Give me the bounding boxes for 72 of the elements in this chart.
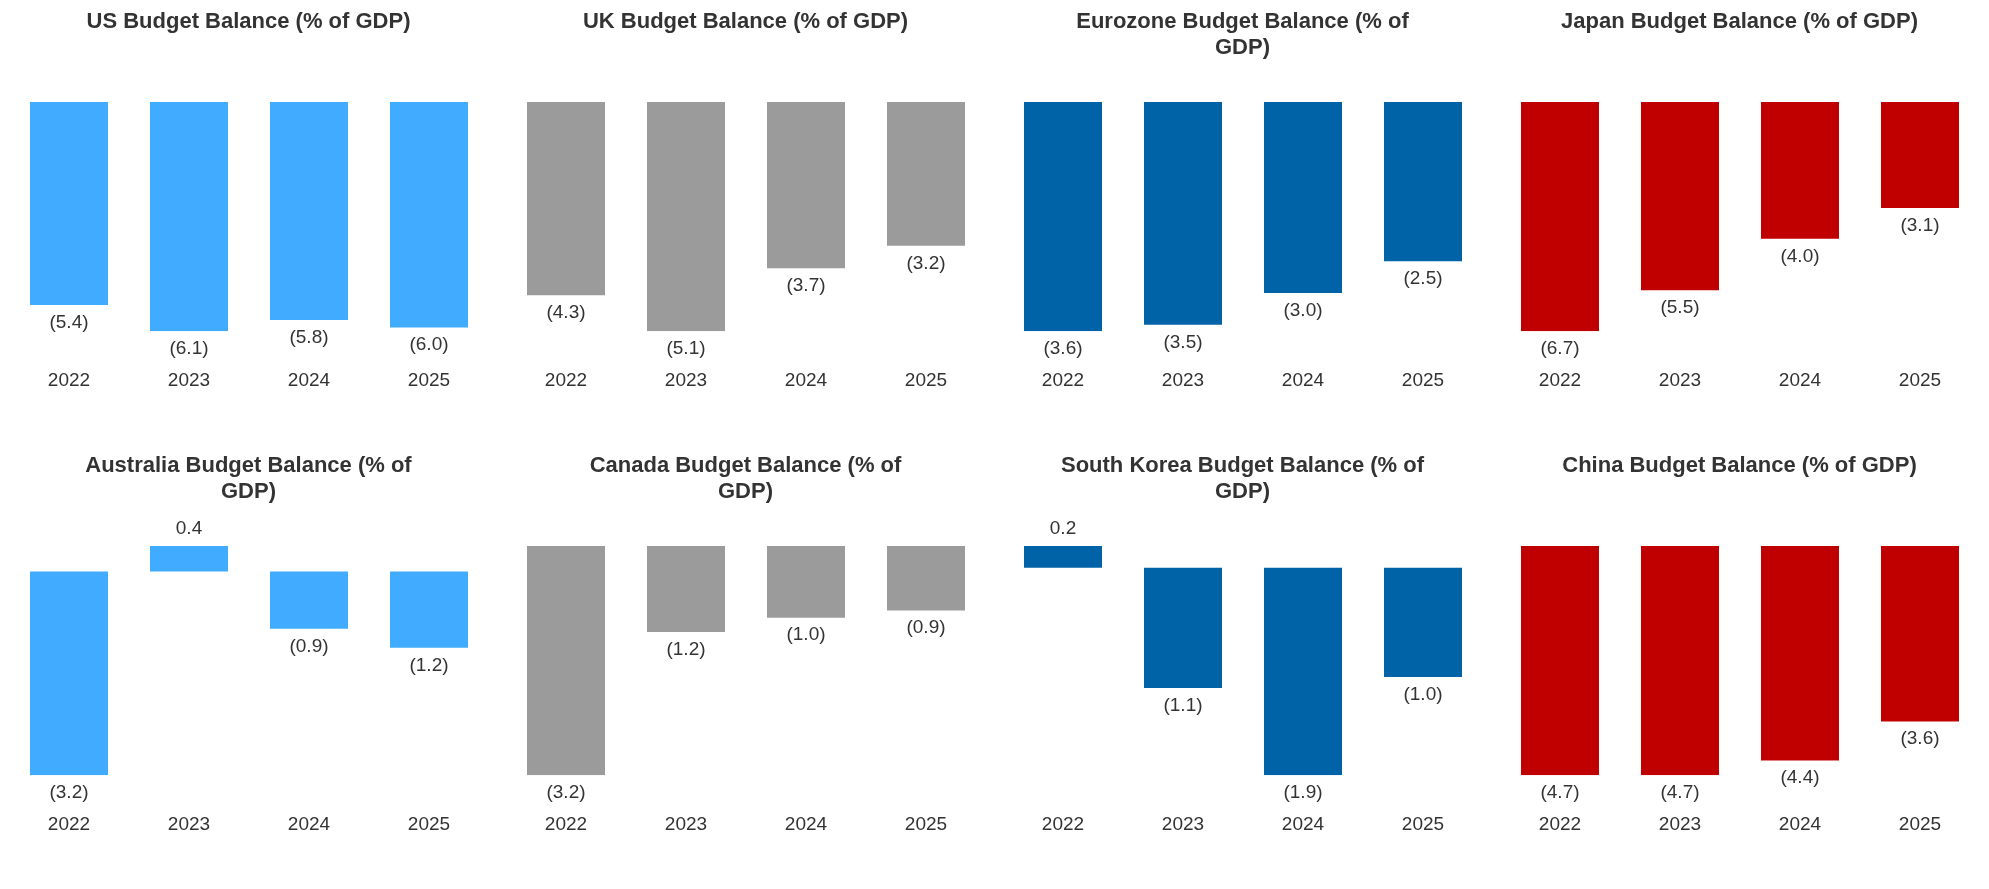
data-label: (3.6) xyxy=(1899,727,1940,749)
x-tick-label: 2023 xyxy=(1161,812,1204,834)
x-tick-label: 2023 xyxy=(664,812,707,834)
x-tick-label: 2023 xyxy=(167,812,210,834)
x-tick-label: 2024 xyxy=(784,812,828,834)
x-tick-label: 2025 xyxy=(1898,812,1941,834)
data-label: (4.0) xyxy=(1779,244,1820,266)
data-label: (4.7) xyxy=(1659,780,1700,802)
x-tick-label: 2025 xyxy=(904,368,947,390)
x-tick-label: 2022 xyxy=(544,368,587,390)
chart-title: Canada Budget Balance (% of GDP) xyxy=(588,451,903,505)
x-tick-label: 2025 xyxy=(1898,368,1941,390)
data-label: (4.7) xyxy=(1539,780,1580,802)
chart-title: South Korea Budget Balance (% of GDP) xyxy=(1059,451,1425,505)
chart-title: US Budget Balance (% of GDP) xyxy=(86,7,411,35)
data-label: (3.5) xyxy=(1162,330,1203,352)
x-tick-label: 2023 xyxy=(1161,368,1204,390)
chart-title: UK Budget Balance (% of GDP) xyxy=(582,7,909,35)
x-tick-label: 2024 xyxy=(784,368,828,390)
data-label: (5.5) xyxy=(1659,295,1700,317)
data-label: (1.1) xyxy=(1162,693,1203,715)
x-tick-label: 2024 xyxy=(1281,812,1325,834)
data-label: 0.4 xyxy=(175,516,203,538)
x-tick-label: 2024 xyxy=(1778,368,1822,390)
x-tick-label: 2025 xyxy=(1401,812,1444,834)
x-tick-label: 2023 xyxy=(1658,368,1701,390)
data-label: (1.2) xyxy=(408,653,449,675)
x-tick-label: 2024 xyxy=(287,812,331,834)
x-tick-label: 2025 xyxy=(407,368,450,390)
x-tick-label: 2022 xyxy=(1538,368,1581,390)
data-label: (1.0) xyxy=(785,623,826,645)
data-label: (2.5) xyxy=(1402,266,1443,288)
data-label: (0.9) xyxy=(905,616,946,638)
x-tick-label: 2025 xyxy=(1401,368,1444,390)
data-label: (4.3) xyxy=(545,300,586,322)
data-label: (1.9) xyxy=(1282,780,1323,802)
data-label: (3.1) xyxy=(1899,213,1940,235)
chart-title: Eurozone Budget Balance (% of GDP) xyxy=(1075,7,1410,61)
x-tick-label: 2022 xyxy=(1041,368,1084,390)
data-label: 0.2 xyxy=(1049,516,1076,538)
x-tick-label: 2025 xyxy=(407,812,450,834)
x-tick-label: 2023 xyxy=(167,368,210,390)
data-label: (6.0) xyxy=(408,333,449,355)
data-label: (5.1) xyxy=(665,336,706,358)
x-tick-label: 2024 xyxy=(1778,812,1822,834)
chart-title: China Budget Balance (% of GDP) xyxy=(1562,451,1917,479)
data-label: (1.0) xyxy=(1402,682,1443,704)
x-tick-label: 2022 xyxy=(1041,812,1084,834)
data-label: (1.2) xyxy=(665,637,706,659)
x-tick-label: 2022 xyxy=(47,368,90,390)
x-tick-label: 2022 xyxy=(47,812,90,834)
data-label: (5.4) xyxy=(48,310,89,332)
data-label: (3.2) xyxy=(545,780,586,802)
chart-title: Japan Budget Balance (% of GDP) xyxy=(1561,7,1918,35)
data-label: (3.2) xyxy=(48,780,89,802)
data-label: (6.1) xyxy=(168,336,209,358)
x-tick-label: 2023 xyxy=(664,368,707,390)
data-label: (3.2) xyxy=(905,251,946,273)
x-tick-label: 2022 xyxy=(544,812,587,834)
data-label: (3.0) xyxy=(1282,298,1323,320)
data-label: (4.4) xyxy=(1779,766,1820,788)
data-label: (0.9) xyxy=(288,634,329,656)
data-label: (6.7) xyxy=(1539,336,1580,358)
data-label: (3.7) xyxy=(785,274,826,296)
x-tick-label: 2024 xyxy=(1281,368,1325,390)
x-tick-label: 2022 xyxy=(1538,812,1581,834)
data-label: (3.6) xyxy=(1042,336,1083,358)
x-tick-label: 2023 xyxy=(1658,812,1701,834)
chart-title: Australia Budget Balance (% of GDP) xyxy=(84,451,413,505)
x-tick-label: 2024 xyxy=(287,368,331,390)
x-tick-label: 2025 xyxy=(904,812,947,834)
data-label: (5.8) xyxy=(288,325,329,347)
